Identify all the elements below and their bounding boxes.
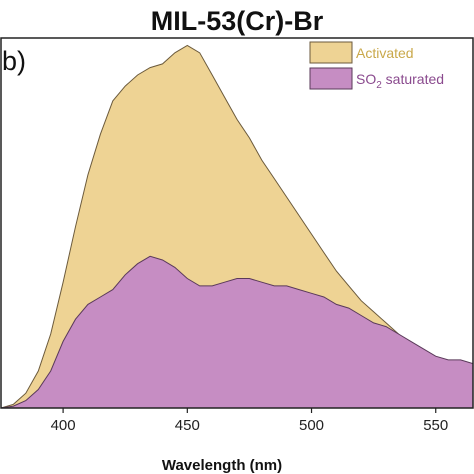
legend-label-so2: SO2 saturated (356, 71, 444, 91)
x-tick-label: 550 (423, 417, 448, 434)
legend-label-activated: Activated (356, 45, 414, 61)
x-axis-label: Wavelength (nm) (162, 457, 282, 474)
legend: Activated SO2 saturated (309, 41, 444, 91)
chart-title: MIL-53(Cr)-Br (151, 6, 324, 36)
x-axis-ticks: 400 450 500 550 (51, 408, 448, 434)
x-tick-label: 400 (51, 417, 76, 434)
panel-label: b) (2, 46, 26, 76)
plot-area (0, 44, 474, 409)
plot-frame (0, 37, 474, 409)
legend-so2-rest: saturated (382, 71, 444, 87)
x-tick-label: 500 (299, 417, 324, 434)
series-so2-saturated-area (0, 255, 474, 409)
x-tick-label: 450 (175, 417, 200, 434)
legend-so2-sub: 2 (376, 80, 382, 91)
legend-so2-main: SO (356, 71, 376, 87)
legend-swatch-so2 (309, 67, 353, 90)
legend-swatch-activated (309, 41, 353, 64)
